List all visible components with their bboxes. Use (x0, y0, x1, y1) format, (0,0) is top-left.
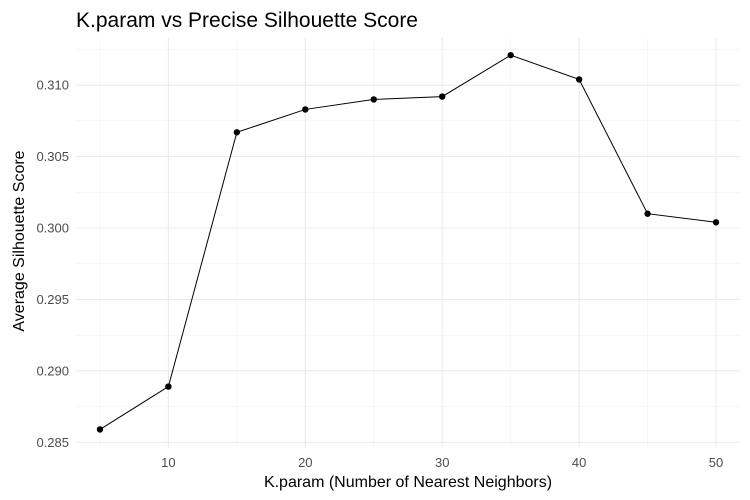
data-point (165, 383, 172, 390)
y-tick-label: 0.290 (36, 363, 69, 378)
y-tick-label: 0.285 (36, 435, 69, 450)
data-point (644, 210, 651, 217)
data-point (233, 129, 241, 136)
y-tick-label: 0.305 (36, 149, 69, 164)
tick-labels: 10 20 30 40 50 0.285 0.290 0.295 0.300 0.305 0.310 (36, 78, 723, 470)
x-tick-label: 20 (298, 455, 312, 470)
x-tick-label: 50 (709, 455, 723, 470)
data-point (439, 93, 446, 100)
y-axis-title: Average Silhouette Score (11, 150, 28, 331)
data-point (712, 219, 720, 226)
chart-title: K.param vs Precise Silhouette Score (76, 9, 418, 32)
x-tick-label: 40 (572, 455, 586, 470)
data-points (96, 51, 720, 433)
x-tick-label: 10 (161, 455, 175, 470)
y-tick-label: 0.295 (36, 292, 69, 307)
x-tick-label: 30 (435, 455, 449, 470)
x-axis-title: K.param (Number of Nearest Neighbors) (264, 474, 552, 491)
grid (76, 38, 740, 448)
data-point (370, 96, 377, 103)
data-point (302, 106, 309, 113)
y-tick-label: 0.300 (36, 221, 69, 236)
data-point (575, 76, 583, 83)
y-tick-label: 0.310 (36, 78, 69, 93)
data-point (507, 51, 514, 59)
series-line (99, 54, 717, 430)
data-point (96, 426, 104, 433)
